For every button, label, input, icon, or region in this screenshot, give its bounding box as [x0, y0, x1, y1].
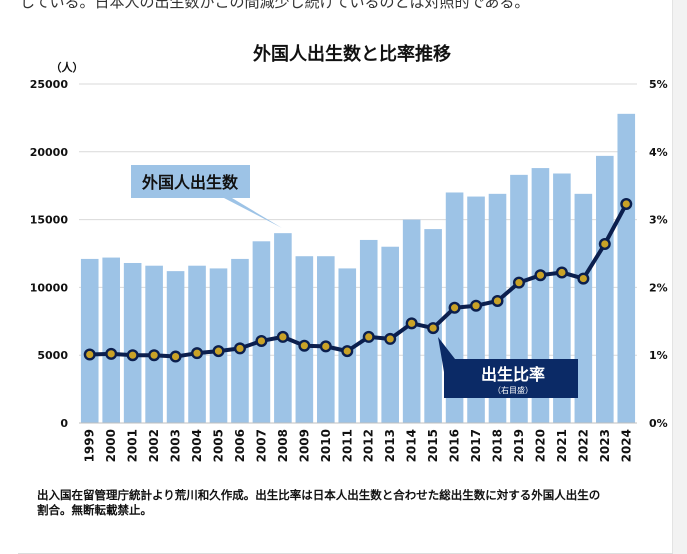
- line-point: [233, 342, 246, 355]
- x-tick-label: 2021: [555, 429, 569, 462]
- line-point: [448, 301, 461, 314]
- chart-title: 外国人出生数と比率推移: [253, 43, 451, 65]
- bar: [295, 256, 314, 423]
- line-point: [105, 347, 118, 360]
- x-tick-label: 2015: [426, 429, 440, 462]
- x-tick-label: 2007: [254, 429, 268, 462]
- x-tick-label: 2008: [276, 429, 290, 462]
- bar: [166, 271, 185, 423]
- bar: [617, 113, 636, 423]
- bar: [252, 241, 271, 423]
- y-right-tick-label: 1%: [649, 349, 668, 362]
- x-tick-label: 2012: [362, 429, 376, 462]
- line-point: [255, 334, 268, 347]
- y-right-tick-label: 5%: [649, 78, 668, 91]
- x-tick-label: 2005: [212, 429, 226, 462]
- y-axis-unit: （人）: [51, 60, 84, 74]
- x-tick-label: 2020: [533, 429, 547, 462]
- x-tick-label: 2022: [576, 429, 590, 462]
- axes: 0 5000 10000 15000 20000 25000 0% 1% 2% 3% 4% 5% 199…: [30, 78, 668, 462]
- line-point: [384, 332, 397, 345]
- bar: [317, 256, 335, 423]
- line-point: [298, 339, 311, 352]
- line-point: [319, 340, 332, 353]
- bar: [80, 258, 99, 423]
- line-series: [83, 198, 633, 363]
- x-tick-label: 2011: [340, 429, 354, 462]
- line-point: [620, 198, 633, 211]
- bar: [188, 265, 206, 423]
- y-left-tick-label: 15000: [30, 214, 69, 227]
- y-left-tick-label: 0: [60, 417, 68, 430]
- bar: [102, 257, 120, 423]
- line-series-label: 出生比率: [481, 365, 545, 384]
- line-point: [598, 238, 611, 251]
- line-point: [555, 266, 568, 279]
- line-point: [512, 276, 525, 289]
- bar-series-label: 外国人出生数: [141, 173, 239, 192]
- x-tick-label: 2017: [469, 429, 483, 462]
- bar: [574, 193, 593, 423]
- bar: [231, 258, 249, 423]
- caption-line-1: 出入国在留管理庁統計より荒川和久作成。出生比率は日本人出生数と合わせた総出生数に…: [37, 488, 601, 502]
- line-series-sublabel: （右目盛）: [493, 385, 533, 395]
- x-tick-label: 2004: [190, 429, 204, 462]
- y-right-tick-label: 4%: [649, 146, 668, 159]
- y-right-tick-label: 2%: [649, 281, 668, 294]
- line-point: [169, 350, 182, 363]
- y-left-tick-label: 25000: [30, 78, 69, 91]
- line-point: [362, 330, 375, 343]
- x-tick-label: 2003: [169, 429, 183, 462]
- line-point: [83, 348, 96, 361]
- chart-caption: 出入国在留管理庁統計より荒川和久作成。出生比率は日本人出生数と合わせた総出生数に…: [37, 488, 667, 518]
- line-point: [491, 294, 504, 307]
- line-point: [427, 322, 440, 335]
- line-point: [470, 299, 483, 312]
- x-tick-label: 2000: [104, 429, 118, 462]
- x-tick-label: 2010: [319, 429, 333, 462]
- x-tick-label: 2001: [126, 429, 140, 462]
- x-tick-label: 2014: [405, 429, 419, 462]
- line-point: [148, 349, 161, 362]
- x-tick-label: 2009: [297, 429, 311, 462]
- x-tick-label: 2019: [512, 429, 526, 462]
- line-point: [276, 330, 289, 343]
- line-point: [126, 349, 139, 362]
- scrollbar-track[interactable]: [672, 0, 687, 554]
- line-point: [212, 345, 225, 358]
- bar: [274, 233, 292, 423]
- article-text: している。日本人の出生数がこの間減少し続けているのとは対照的である。: [20, 0, 530, 11]
- x-tick-label: 2023: [598, 429, 612, 462]
- line-point: [341, 345, 354, 358]
- line-point: [534, 269, 547, 282]
- x-tick-label: 2024: [619, 429, 633, 462]
- line-series-callout: 出生比率 （右目盛）: [438, 337, 578, 398]
- x-tick-label: 1999: [83, 429, 97, 462]
- y-left-tick-label: 5000: [37, 349, 68, 362]
- line-point: [577, 272, 590, 285]
- x-tick-label: 2016: [448, 429, 462, 462]
- bar: [596, 155, 614, 424]
- line-point: [405, 317, 418, 330]
- caption-line-2: 割合。無断転載禁止。: [37, 503, 152, 517]
- line-point: [191, 347, 204, 360]
- bar-series-callout: 外国人出生数: [131, 165, 282, 228]
- x-tick-label: 2018: [491, 429, 505, 462]
- x-tick-label: 2002: [147, 429, 161, 462]
- y-left-tick-label: 20000: [30, 146, 69, 159]
- x-tick-label: 2006: [233, 429, 247, 462]
- bar: [123, 262, 142, 423]
- bar: [145, 265, 163, 423]
- y-right-tick-label: 0%: [649, 417, 668, 430]
- y-left-tick-label: 10000: [30, 281, 69, 294]
- y-right-tick-label: 3%: [649, 214, 668, 227]
- x-tick-label: 2013: [383, 429, 397, 462]
